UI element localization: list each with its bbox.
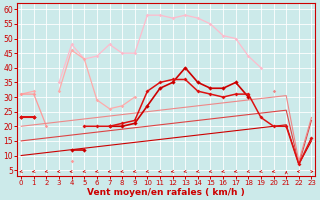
- X-axis label: Vent moyen/en rafales ( km/h ): Vent moyen/en rafales ( km/h ): [87, 188, 245, 197]
